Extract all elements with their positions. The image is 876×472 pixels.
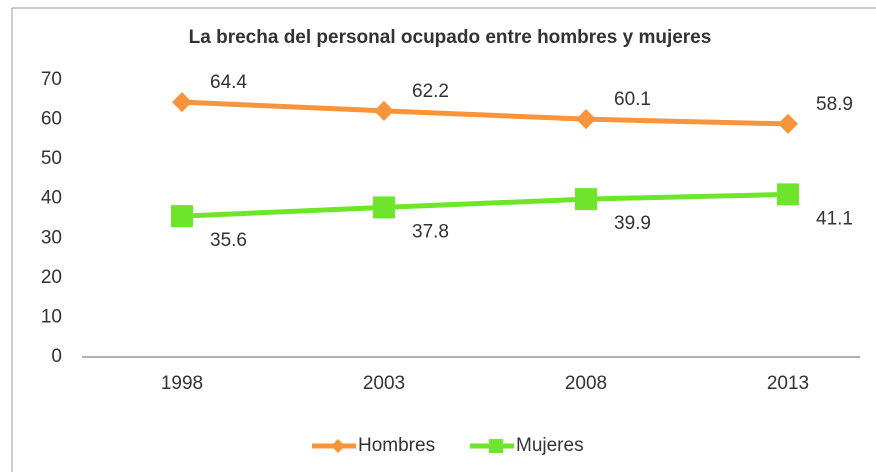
data-label: 62.2 xyxy=(412,81,449,102)
marker xyxy=(575,188,597,211)
data-label: 37.8 xyxy=(412,221,449,242)
data-label: 35.6 xyxy=(210,230,247,251)
chart-title: La brecha del personal ocupado entre hom… xyxy=(189,27,712,48)
legend-label: Hombres xyxy=(358,435,435,456)
marker xyxy=(172,92,192,113)
x-tick-label: 2003 xyxy=(363,373,405,394)
x-tick-label: 1998 xyxy=(161,373,203,394)
x-tick-label: 2013 xyxy=(767,373,809,394)
marker xyxy=(374,100,394,121)
data-label: 60.1 xyxy=(614,89,651,110)
marker xyxy=(171,205,193,228)
marker xyxy=(778,113,798,134)
legend-label: Mujeres xyxy=(516,435,584,456)
series-line xyxy=(181,99,789,127)
y-tick-label: 50 xyxy=(41,148,62,169)
marker xyxy=(489,439,503,453)
data-label: 58.9 xyxy=(816,94,853,115)
y-tick-label: 30 xyxy=(41,227,62,248)
marker xyxy=(576,109,596,130)
y-tick-label: 70 xyxy=(41,69,62,90)
y-tick-label: 0 xyxy=(51,346,62,367)
series-line xyxy=(181,191,789,219)
marker xyxy=(331,439,345,453)
data-label: 64.4 xyxy=(210,72,247,93)
data-label: 39.9 xyxy=(614,213,651,234)
y-tick-label: 60 xyxy=(41,109,62,130)
data-label: 41.1 xyxy=(816,208,853,229)
y-tick-label: 40 xyxy=(41,188,62,209)
marker xyxy=(777,183,799,206)
x-tick-label: 2008 xyxy=(565,373,607,394)
y-tick-label: 10 xyxy=(41,306,62,327)
marker xyxy=(373,196,395,219)
chart-frame xyxy=(11,7,876,472)
y-tick-label: 20 xyxy=(41,267,62,288)
